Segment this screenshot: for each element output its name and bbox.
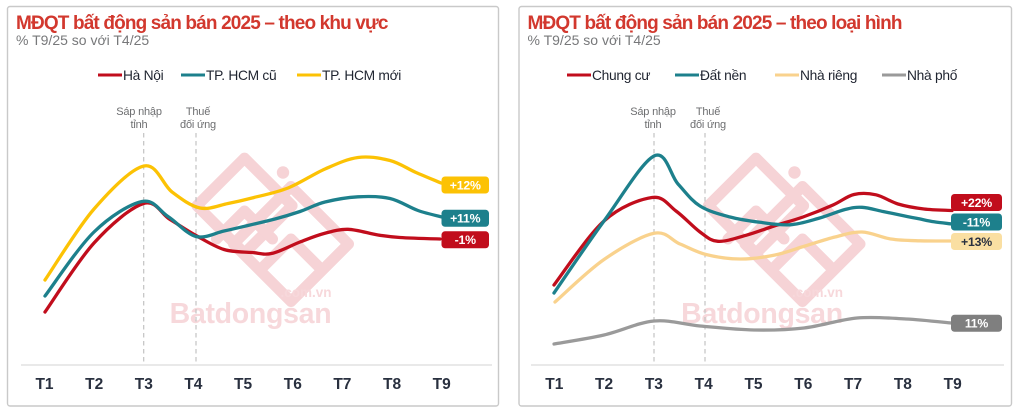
svg-text:Sáp nhập: Sáp nhập <box>116 106 162 118</box>
svg-text:+12%: +12% <box>450 178 481 192</box>
svg-text:T4: T4 <box>695 376 713 393</box>
svg-text:đối ứng: đối ứng <box>690 119 726 131</box>
svg-text:Sáp nhập: Sáp nhập <box>630 106 676 118</box>
svg-text:T1: T1 <box>545 376 563 393</box>
svg-text:T5: T5 <box>234 376 252 393</box>
svg-text:.com.vn: .com.vn <box>280 285 331 300</box>
svg-text:T4: T4 <box>184 376 202 393</box>
svg-text:T8: T8 <box>894 376 912 393</box>
svg-text:T3: T3 <box>645 376 663 393</box>
svg-text:Thuế: Thuế <box>186 106 210 118</box>
svg-text:T9: T9 <box>433 376 451 393</box>
svg-text:T5: T5 <box>744 376 762 393</box>
svg-text:.com.vn: .com.vn <box>792 285 843 300</box>
svg-text:Thuế: Thuế <box>696 106 720 118</box>
svg-text:T8: T8 <box>383 376 401 393</box>
svg-text:% T9/25 so với T4/25: % T9/25 so với T4/25 <box>528 32 661 48</box>
svg-text:T3: T3 <box>135 376 153 393</box>
svg-text:T9: T9 <box>944 376 962 393</box>
svg-text:Đất nền: Đất nền <box>700 68 746 83</box>
svg-text:đối ứng: đối ứng <box>180 119 216 131</box>
svg-text:T2: T2 <box>595 376 613 393</box>
svg-text:MĐQT bất động sản bán 2025 – t: MĐQT bất động sản bán 2025 – theo loại h… <box>528 13 902 34</box>
svg-text:TP. HCM cũ: TP. HCM cũ <box>206 68 276 83</box>
svg-text:TP. HCM mới: TP. HCM mới <box>322 68 401 83</box>
svg-text:T6: T6 <box>284 376 302 393</box>
svg-text:T7: T7 <box>844 376 862 393</box>
svg-text:+11%: +11% <box>450 212 481 226</box>
svg-text:-1%: -1% <box>455 233 477 247</box>
svg-text:MĐQT bất động sản bán 2025 – t: MĐQT bất động sản bán 2025 – theo khu vự… <box>16 13 389 34</box>
svg-text:Nhà phố: Nhà phố <box>907 68 958 83</box>
svg-text:11%: 11% <box>965 317 989 331</box>
svg-text:Hà Nội: Hà Nội <box>123 68 164 83</box>
svg-text:Batdongsan: Batdongsan <box>170 298 332 330</box>
svg-text:+13%: +13% <box>961 235 992 249</box>
svg-text:T6: T6 <box>794 376 812 393</box>
svg-text:Nhà riêng: Nhà riêng <box>800 68 857 83</box>
svg-text:tỉnh: tỉnh <box>645 119 662 131</box>
svg-text:tỉnh: tỉnh <box>131 119 148 131</box>
svg-text:+22%: +22% <box>961 196 992 210</box>
svg-text:-11%: -11% <box>963 215 990 229</box>
svg-text:T1: T1 <box>35 376 53 393</box>
svg-text:% T9/25 so với T4/25: % T9/25 so với T4/25 <box>16 32 149 48</box>
svg-text:T2: T2 <box>85 376 103 393</box>
svg-text:Chung cư: Chung cư <box>592 68 650 83</box>
svg-text:T7: T7 <box>333 376 351 393</box>
